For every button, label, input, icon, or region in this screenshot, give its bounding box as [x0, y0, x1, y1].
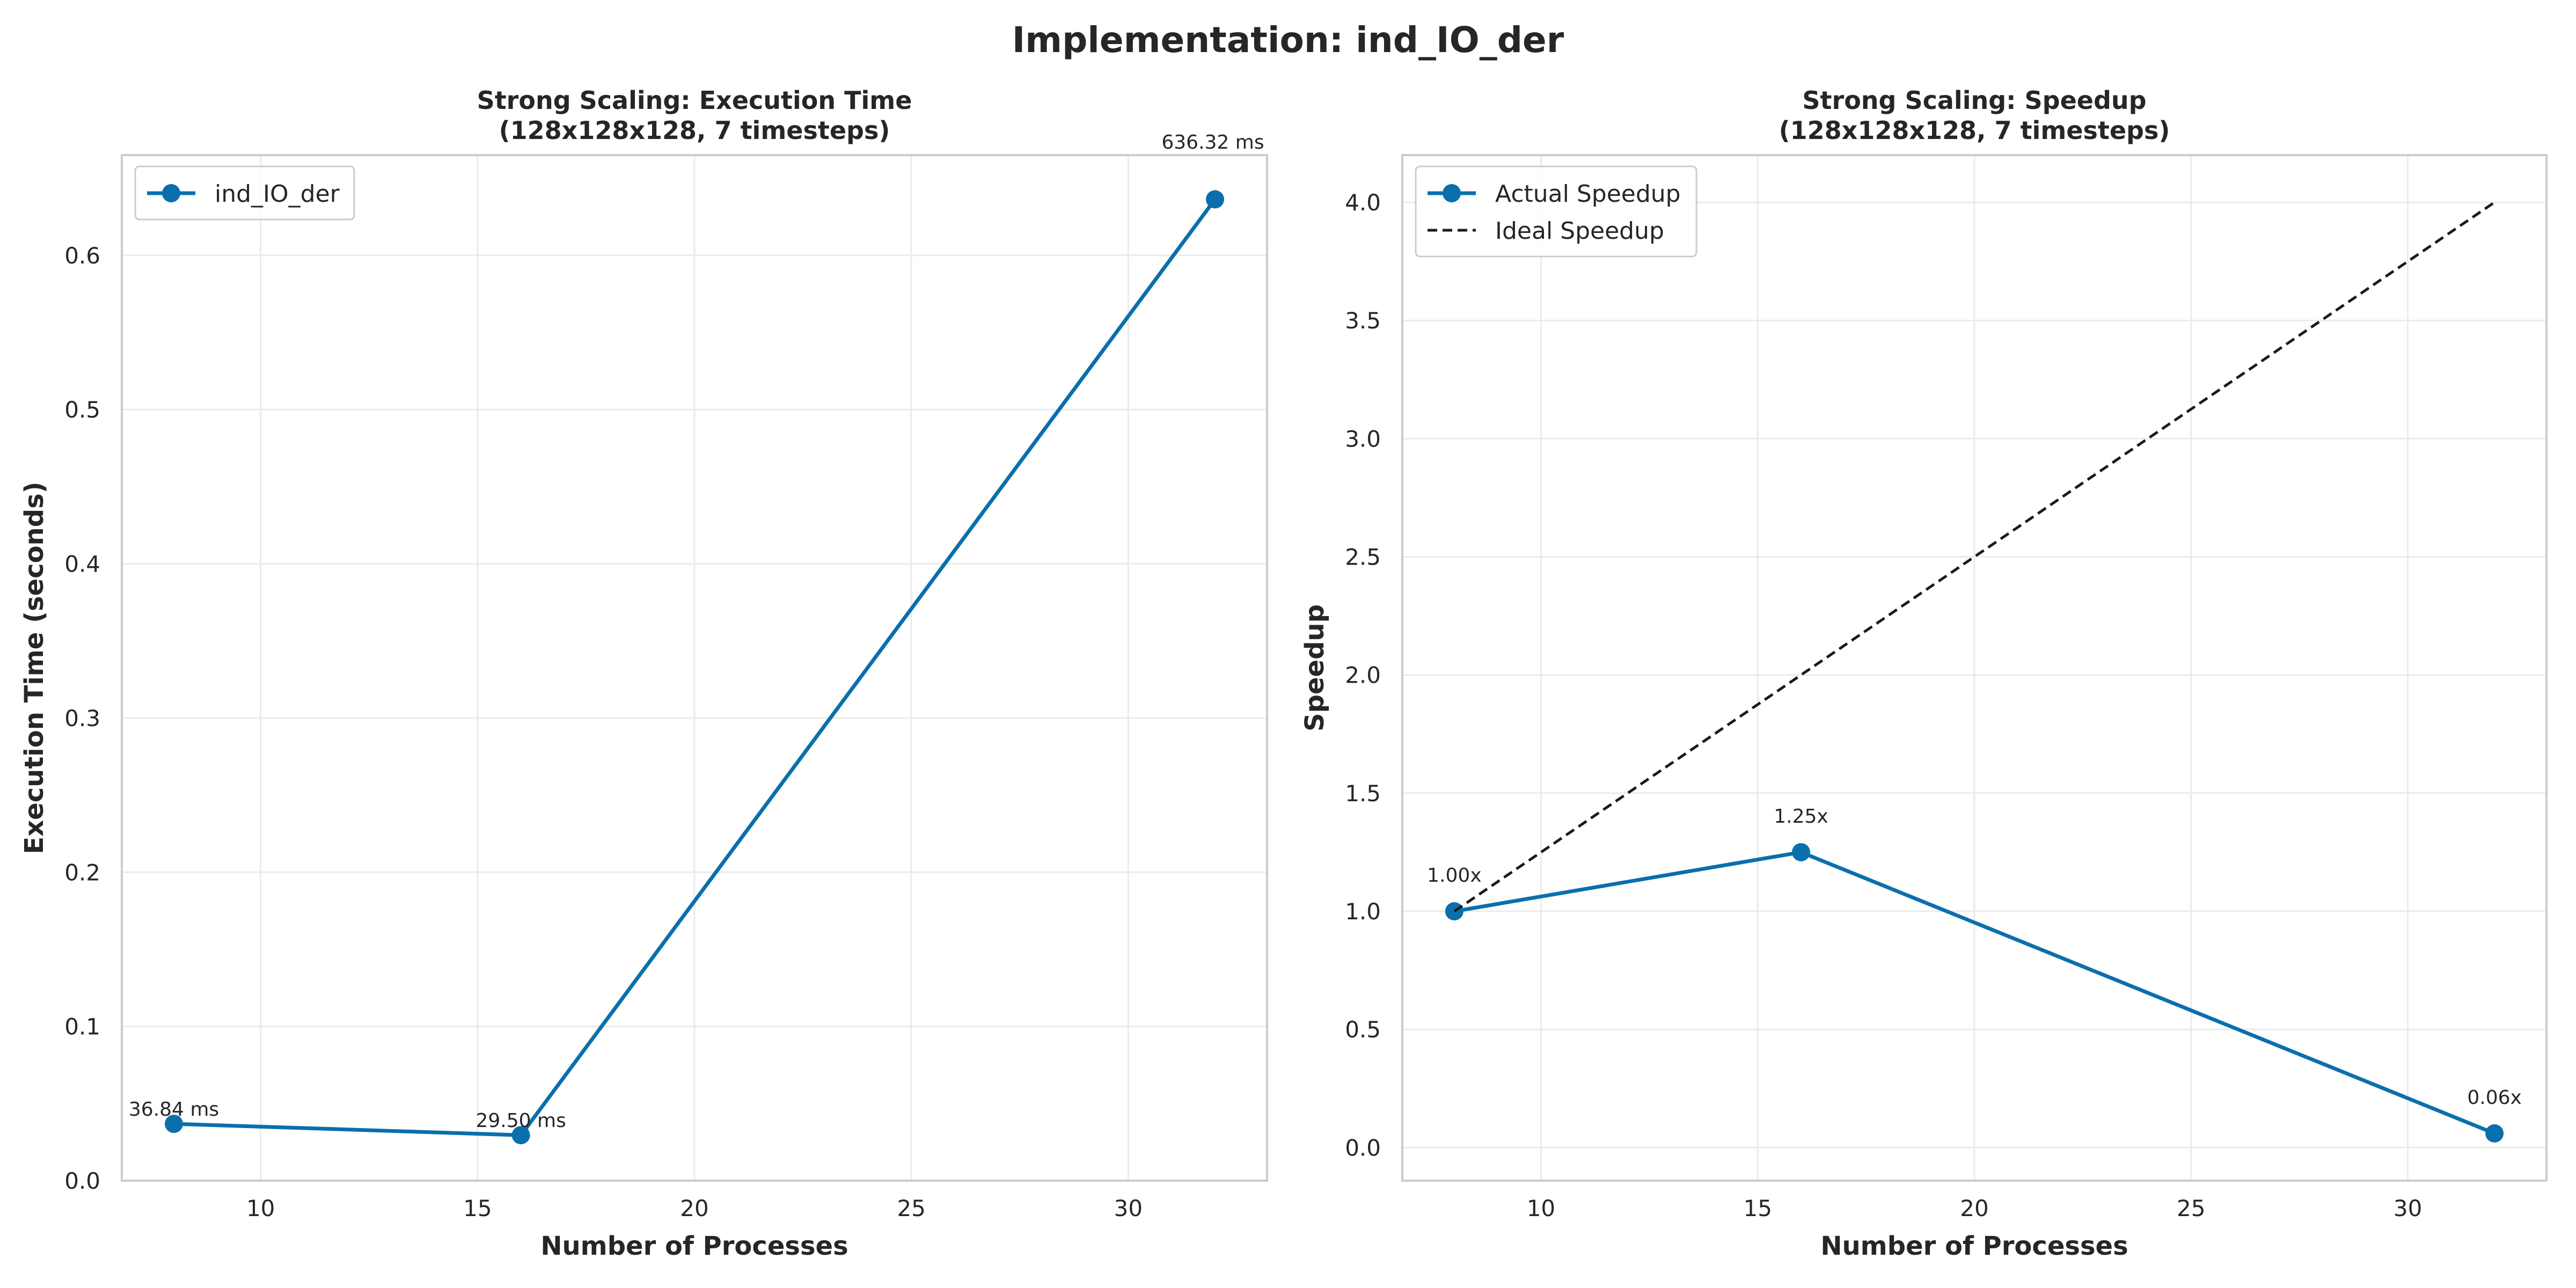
figure-title: Implementation: ind_IO_der: [1012, 19, 1564, 61]
legend-entry-label: Ideal Speedup: [1495, 217, 1664, 245]
grid-lines: [1402, 155, 2546, 1181]
x-tick-label: 15: [463, 1195, 492, 1221]
legend-box: [1415, 165, 1697, 258]
y-tick-label: 3.5: [1345, 308, 1381, 334]
chart-panel-2: 10 15 20 25 30 0.0 0.5 1.0 1.5 2.0 2.5 3.0 3.5 4.0 Str…: [1300, 86, 2548, 1261]
data-point: [511, 1126, 530, 1145]
legend: ind_IO_der: [134, 165, 355, 221]
legend: Actual Speedup Ideal Speedup: [1415, 165, 1697, 258]
y-axis-label: Speedup: [1300, 604, 1330, 731]
legend-entry-label: ind_IO_der: [215, 180, 340, 208]
y-tick-label: 0.5: [64, 397, 100, 423]
x-tick-label: 30: [2394, 1195, 2422, 1221]
grid-lines: [122, 155, 1267, 1182]
chart-panel-1: 10 15 20 25 30 0.0 0.1 0.2 0.3 0.4 0.5 0.6 Strong Sc…: [19, 86, 1268, 1261]
x-tick-label: 25: [897, 1195, 925, 1221]
x-tick-label: 30: [1114, 1195, 1143, 1221]
data-label: 636.32 ms: [1161, 131, 1264, 153]
data-label: 29.50 ms: [476, 1110, 566, 1132]
y-tick-label: 1.0: [1345, 898, 1381, 925]
data-point: [165, 1115, 183, 1133]
x-tick-label: 20: [1960, 1195, 1988, 1221]
chart-title-line-1: Strong Scaling: Execution Time: [477, 86, 912, 115]
data-point: [1791, 843, 1810, 861]
chart-title-line-2: (128x128x128, 7 timesteps): [1779, 116, 2170, 145]
ideal-speedup-line: [1453, 201, 2496, 913]
y-tick-label: 2.5: [1345, 544, 1381, 570]
y-tick-label: 3.0: [1345, 426, 1381, 452]
y-tick-label: 0.4: [64, 551, 100, 577]
y-tick-label: 0.5: [1345, 1016, 1381, 1043]
x-axis-label: Number of Processes: [1820, 1231, 2128, 1261]
data-point: [1206, 190, 1224, 209]
chart-title-line-2: (128x128x128, 7 timesteps): [499, 116, 890, 145]
plot-frame: [121, 154, 1268, 1182]
x-tick-label: 20: [680, 1195, 708, 1221]
x-tick-label: 15: [1743, 1195, 1772, 1221]
y-tick-label: 0.0: [1345, 1135, 1381, 1161]
legend-entry-label: Actual Speedup: [1495, 180, 1681, 208]
series-ideal-speedup: [1453, 201, 2496, 913]
data-point: [2485, 1124, 2504, 1143]
data-label: 1.25x: [1774, 806, 1828, 828]
chart-title-line-1: Strong Scaling: Speedup: [1802, 86, 2146, 115]
legend-box: [134, 165, 355, 221]
y-tick-label: 0.1: [64, 1014, 100, 1040]
y-tick-label: 0.0: [64, 1168, 100, 1194]
x-tick-label: 10: [246, 1195, 275, 1221]
x-tick-label: 10: [1527, 1195, 1555, 1221]
y-tick-label: 1.5: [1345, 780, 1381, 807]
y-tick-label: 0.2: [64, 859, 100, 885]
plot-frame: [1401, 154, 2548, 1182]
series-ind-io-der: [165, 190, 1224, 1145]
legend-marker: [1443, 184, 1461, 202]
x-axis-label: Number of Processes: [540, 1231, 848, 1261]
x-tick-label: 25: [2177, 1195, 2205, 1221]
data-label: 1.00x: [1427, 865, 1481, 887]
y-tick-label: 4.0: [1345, 189, 1381, 216]
y-axis-label: Execution Time (seconds): [19, 481, 49, 854]
y-tick-label: 0.6: [64, 243, 100, 269]
data-label: 0.06x: [2467, 1087, 2521, 1109]
legend-marker: [162, 184, 180, 202]
data-label: 36.84 ms: [129, 1099, 219, 1121]
y-tick-label: 0.3: [64, 705, 100, 731]
y-tick-label: 2.0: [1345, 662, 1381, 689]
